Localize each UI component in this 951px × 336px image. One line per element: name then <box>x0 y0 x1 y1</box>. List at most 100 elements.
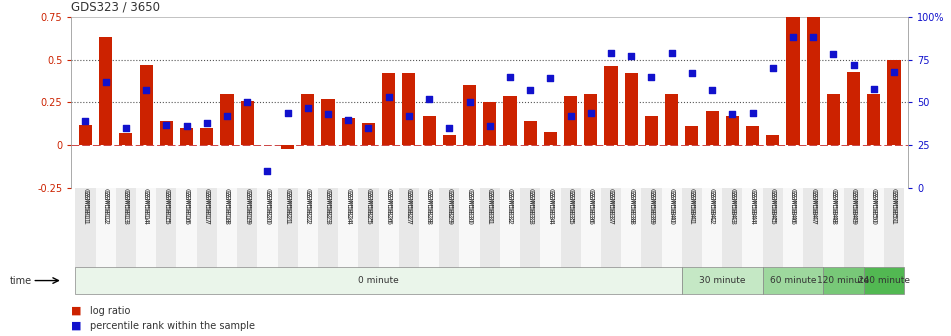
Bar <box>864 267 904 294</box>
Text: GSM5830: GSM5830 <box>467 188 473 223</box>
Bar <box>156 188 177 269</box>
Bar <box>883 188 904 269</box>
Text: GSM5847: GSM5847 <box>810 190 816 225</box>
Bar <box>419 188 439 269</box>
Text: GSM5828: GSM5828 <box>426 190 432 225</box>
Bar <box>662 188 682 269</box>
Text: GSM5822: GSM5822 <box>305 190 311 225</box>
Text: GSM5826: GSM5826 <box>386 190 392 225</box>
Text: GSM5837: GSM5837 <box>608 188 614 223</box>
Text: GSM5812: GSM5812 <box>103 190 108 225</box>
Text: GSM5841: GSM5841 <box>689 190 695 225</box>
Bar <box>443 135 456 145</box>
Bar <box>136 188 156 269</box>
Point <box>624 53 639 59</box>
Point <box>301 105 316 110</box>
Text: GSM5832: GSM5832 <box>507 188 513 223</box>
Text: GSM5814: GSM5814 <box>143 188 149 223</box>
Point <box>846 62 862 68</box>
Text: GSM5821: GSM5821 <box>284 188 291 223</box>
Text: GSM5842: GSM5842 <box>709 190 715 225</box>
Text: GSM5820: GSM5820 <box>264 188 270 223</box>
Bar <box>281 145 294 149</box>
Bar <box>665 94 678 145</box>
Point <box>604 50 619 55</box>
Bar <box>786 3 800 145</box>
Text: GSM5831: GSM5831 <box>487 190 493 225</box>
Point <box>441 126 456 131</box>
Text: GSM5842: GSM5842 <box>709 188 715 223</box>
Text: GSM5833: GSM5833 <box>527 188 534 223</box>
Text: GSM5840: GSM5840 <box>669 190 674 225</box>
Point <box>260 168 275 174</box>
Bar <box>197 188 217 269</box>
Bar <box>79 125 92 145</box>
Bar <box>682 267 763 294</box>
Bar <box>362 123 375 145</box>
Bar <box>682 188 702 269</box>
Text: ■: ■ <box>71 306 82 316</box>
Text: GSM5822: GSM5822 <box>305 188 311 223</box>
Bar <box>500 188 520 269</box>
Text: GSM5840: GSM5840 <box>669 188 674 223</box>
Bar <box>75 267 682 294</box>
Text: log ratio: log ratio <box>90 306 130 316</box>
Bar <box>581 188 601 269</box>
Text: GSM5813: GSM5813 <box>123 190 129 225</box>
Bar <box>743 188 763 269</box>
Bar <box>844 188 864 269</box>
Bar <box>520 188 540 269</box>
Text: GSM5811: GSM5811 <box>83 190 88 225</box>
Bar <box>641 188 662 269</box>
Text: GSM5820: GSM5820 <box>264 190 270 225</box>
Bar <box>584 94 597 145</box>
Bar <box>847 72 861 145</box>
Text: GSM5850: GSM5850 <box>871 190 877 225</box>
Text: GSM5819: GSM5819 <box>244 188 250 223</box>
Bar <box>221 94 234 145</box>
Bar <box>75 188 96 269</box>
Bar <box>378 188 398 269</box>
Text: GSM5816: GSM5816 <box>184 188 189 223</box>
Point <box>462 100 477 105</box>
Bar <box>867 94 881 145</box>
Bar <box>177 188 197 269</box>
Point <box>118 126 133 131</box>
Text: GSM5846: GSM5846 <box>790 188 796 223</box>
Bar <box>278 188 298 269</box>
Text: GSM5837: GSM5837 <box>608 190 614 225</box>
Bar <box>621 188 641 269</box>
Text: GSM5848: GSM5848 <box>830 188 837 223</box>
Bar <box>439 188 459 269</box>
Bar <box>767 135 779 145</box>
Bar <box>116 188 136 269</box>
Text: 240 minute: 240 minute <box>858 276 910 285</box>
Bar <box>864 188 883 269</box>
Point <box>766 66 781 71</box>
Bar <box>783 188 803 269</box>
Bar <box>645 116 658 145</box>
Point <box>563 114 578 119</box>
Point <box>401 114 417 119</box>
Bar <box>887 60 901 145</box>
Bar <box>180 128 193 145</box>
Bar <box>706 111 719 145</box>
Bar <box>763 188 783 269</box>
Text: GDS323 / 3650: GDS323 / 3650 <box>71 0 161 13</box>
Point <box>240 100 255 105</box>
Point <box>886 69 902 74</box>
Point <box>381 95 397 100</box>
Bar <box>540 188 560 269</box>
Bar <box>463 85 476 145</box>
Text: GSM5836: GSM5836 <box>588 188 593 223</box>
Point <box>705 88 720 93</box>
Point <box>340 117 356 122</box>
Text: GSM5845: GSM5845 <box>769 188 776 223</box>
Text: GSM5826: GSM5826 <box>386 188 392 223</box>
Point <box>725 112 740 117</box>
Bar <box>726 116 739 145</box>
Text: GSM5817: GSM5817 <box>204 188 210 223</box>
Text: GSM5827: GSM5827 <box>406 188 412 223</box>
Text: GSM5824: GSM5824 <box>345 190 351 225</box>
Text: GSM5841: GSM5841 <box>689 188 695 223</box>
